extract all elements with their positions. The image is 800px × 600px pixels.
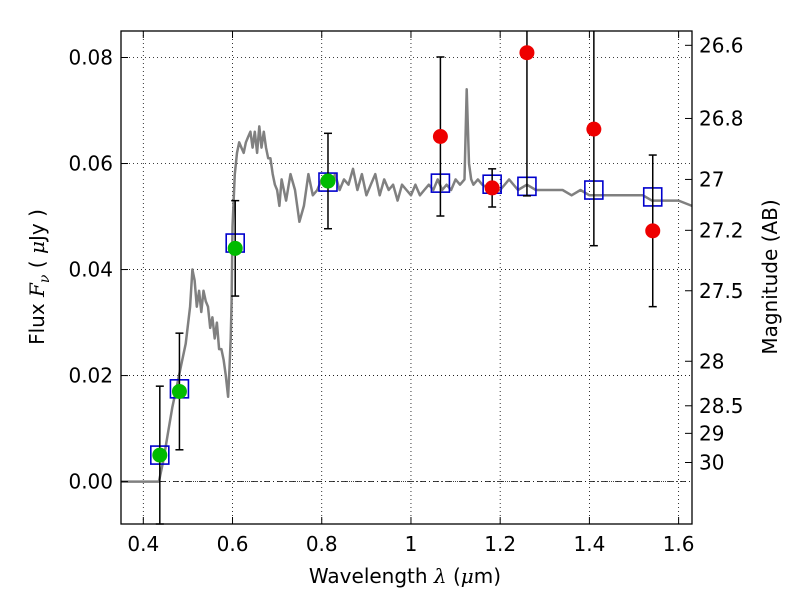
magnitude-tick-label-2: 27 [699, 167, 724, 191]
grid-layer [121, 31, 692, 524]
y-tick-label-4: 0.08 [68, 46, 113, 70]
detection-point-1 [171, 383, 187, 399]
y-tick-label-0: 0.00 [68, 470, 113, 494]
magnitude-tick-label-3: 27.2 [699, 218, 744, 242]
x-axis-label: Wavelength λ (μm) [309, 564, 501, 588]
magnitude-tick-label-6: 28.5 [699, 394, 744, 418]
y-tick-label-1: 0.02 [68, 364, 113, 388]
magnitude-axis-label: Magnitude (AB) [758, 199, 782, 354]
magnitude-tick-label-5: 28 [699, 349, 724, 373]
detection-point-2 [227, 240, 243, 256]
red-point-3 [586, 121, 602, 137]
series-layer [121, 31, 693, 525]
x-axis-ticks: 0.4 0.6 0.8 1 1.2 1.4 1.6 [127, 31, 695, 556]
magnitude-axis-ticks: 26.6 26.8 27 27.2 27.5 28 28.5 29 30 [685, 33, 744, 475]
x-tick-label-5: 1.4 [573, 532, 605, 556]
x-tick-label-1: 0.6 [217, 532, 249, 556]
red-point-0 [432, 128, 448, 144]
y-tick-label-3: 0.06 [68, 152, 113, 176]
magnitude-tick-label-0: 26.6 [699, 33, 744, 57]
y-axis-label: Flux Fν ( μJy ) [25, 209, 53, 345]
magnitude-tick-label-7: 29 [699, 421, 724, 445]
detection-point-0 [152, 447, 168, 463]
plot-frame [120, 30, 693, 525]
x-tick-label-4: 1.2 [484, 532, 516, 556]
red-point-1 [484, 180, 500, 196]
y-axis-ticks: 0.00 0.02 0.04 0.06 0.08 [68, 46, 128, 494]
x-tick-label-3: 1 [405, 532, 418, 556]
x-tick-label-2: 0.8 [306, 532, 338, 556]
red-point-4 [645, 223, 661, 239]
x-tick-label-6: 1.6 [663, 532, 695, 556]
x-tick-label-0: 0.4 [127, 532, 159, 556]
sed-model-line [121, 88, 693, 483]
magnitude-tick-label-4: 27.5 [699, 279, 744, 303]
magnitude-tick-label-8: 30 [699, 451, 724, 475]
magnitude-tick-label-1: 26.8 [699, 106, 744, 130]
red-point-2 [519, 45, 535, 61]
y-tick-label-2: 0.04 [68, 258, 113, 282]
detection-point-3 [320, 173, 336, 189]
